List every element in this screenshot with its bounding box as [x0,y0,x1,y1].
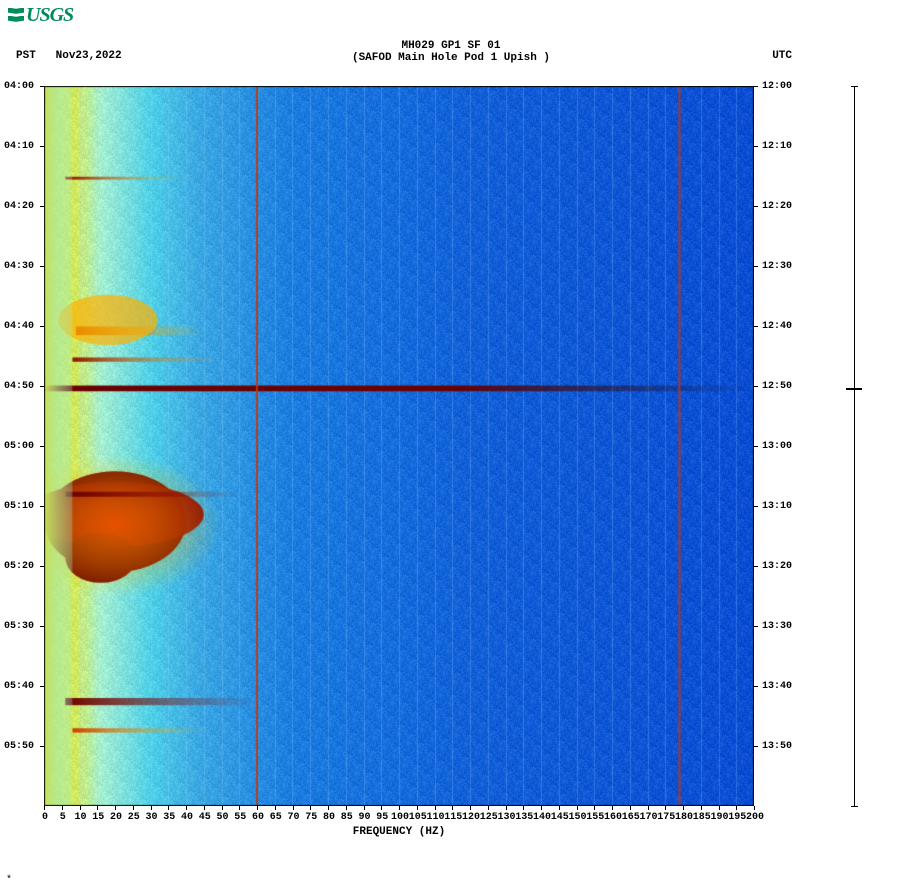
x-tick: 140 [533,812,551,823]
y-right-tick: 12:30 [762,261,792,272]
right-timezone: UTC [772,50,792,62]
y-left-tick: 05:30 [4,621,34,632]
x-tick: 65 [267,812,285,823]
x-tick: 35 [160,812,178,823]
y-left-tick: 04:10 [4,141,34,152]
x-tick: 90 [356,812,374,823]
x-tick: 125 [480,812,498,823]
y-right-tick: 12:40 [762,321,792,332]
x-tick: 85 [338,812,356,823]
x-tick: 190 [711,812,729,823]
x-tick: 70 [285,812,303,823]
x-tick: 55 [231,812,249,823]
x-tick: 0 [36,812,54,823]
y-left-tick: 05:40 [4,681,34,692]
y-right-tick: 12:20 [762,201,792,212]
x-tick: 170 [640,812,658,823]
y-right-tick: 13:30 [762,621,792,632]
y-left-tick: 04:00 [4,81,34,92]
y-left-tick: 04:40 [4,321,34,332]
x-tick: 160 [604,812,622,823]
x-tick: 105 [409,812,427,823]
x-tick: 180 [675,812,693,823]
date: Nov23,2022 [56,50,122,62]
y-left-tick: 05:10 [4,501,34,512]
page: USGS MH029 GP1 SF 01 (SAFOD Main Hole Po… [0,0,902,892]
x-tick: 15 [89,812,107,823]
x-tick: 165 [622,812,640,823]
x-tick: 20 [107,812,125,823]
x-tick: 145 [551,812,569,823]
y-right-tick: 12:50 [762,381,792,392]
x-tick: 195 [728,812,746,823]
footer-mark: * [6,875,12,886]
x-tick: 95 [373,812,391,823]
x-tick: 40 [178,812,196,823]
x-tick: 130 [498,812,516,823]
x-tick: 30 [143,812,161,823]
y-right-tick: 13:00 [762,441,792,452]
y-right-tick: 13:20 [762,561,792,572]
y-left-tick: 05:00 [4,441,34,452]
x-tick: 45 [196,812,214,823]
x-tick: 115 [444,812,462,823]
x-tick: 10 [72,812,90,823]
x-tick: 175 [657,812,675,823]
y-right-tick: 12:00 [762,81,792,92]
x-axis-label: FREQUENCY (HZ) [44,826,754,838]
x-tick: 185 [693,812,711,823]
left-timezone-date: PST Nov23,2022 [16,50,122,62]
x-tick: 60 [249,812,267,823]
right-scale-crosshair [846,388,862,390]
x-tick: 75 [302,812,320,823]
y-left-tick: 04:30 [4,261,34,272]
y-right-tick: 12:10 [762,141,792,152]
y-left-tick: 05:50 [4,741,34,752]
usgs-logo-text: USGS [26,4,73,27]
x-tick: 120 [462,812,480,823]
chart-title: MH029 GP1 SF 01 (SAFOD Main Hole Pod 1 U… [0,40,902,64]
x-tick: 50 [214,812,232,823]
x-tick: 100 [391,812,409,823]
y-left-tick: 04:50 [4,381,34,392]
tz-pst: PST [16,50,36,62]
right-scale-bar [854,86,855,806]
x-tick: 5 [54,812,72,823]
usgs-logo: USGS [8,4,73,27]
spectrogram-canvas [44,86,754,806]
usgs-wave-icon [8,8,24,24]
x-tick: 200 [746,812,764,823]
y-right-tick: 13:10 [762,501,792,512]
y-right-tick: 13:50 [762,741,792,752]
title-line2: (SAFOD Main Hole Pod 1 Upish ) [0,52,902,64]
x-tick: 25 [125,812,143,823]
x-tick: 80 [320,812,338,823]
x-tick: 155 [586,812,604,823]
x-tick: 135 [515,812,533,823]
x-tick: 150 [569,812,587,823]
x-tick: 110 [427,812,445,823]
title-line1: MH029 GP1 SF 01 [0,40,902,52]
y-right-tick: 13:40 [762,681,792,692]
y-left-tick: 04:20 [4,201,34,212]
y-left-tick: 05:20 [4,561,34,572]
